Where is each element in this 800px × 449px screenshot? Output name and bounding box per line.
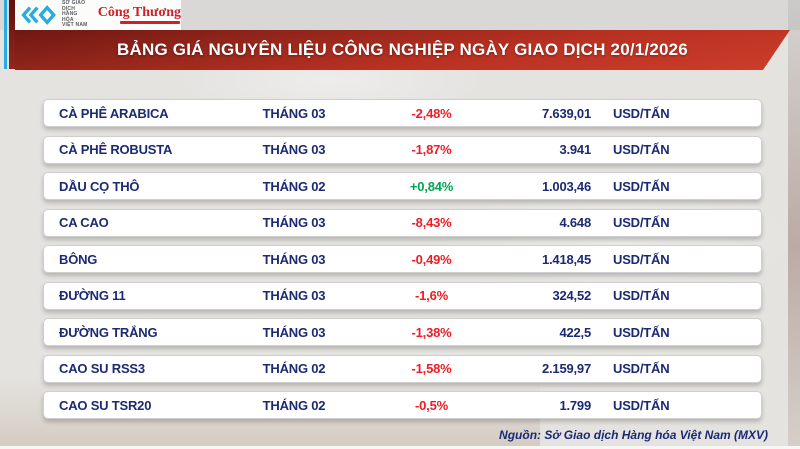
left-accent-stripe-maroon <box>9 0 15 69</box>
table-row: DẦU CỌ THÔ THÁNG 02 +0,84% 1.003,46 USD/… <box>43 172 762 200</box>
price-unit: USD/TẤN <box>613 251 670 267</box>
congthuong-logo-text: Công Thương <box>97 5 181 20</box>
commodity-name: CAO SU RSS3 <box>59 361 145 376</box>
table-row: ĐƯỜNG TRẮNG THÁNG 03 -1,38% 422,5 USD/TẤ… <box>43 318 762 346</box>
percent-change: -1,38% <box>411 324 452 340</box>
contract-month: THÁNG 02 <box>262 178 326 194</box>
commodity-name: CÀ PHÊ ROBUSTA <box>59 142 173 157</box>
price-value: 422,5 <box>559 324 591 340</box>
price-unit: USD/TẤN <box>613 324 670 340</box>
contract-month: THÁNG 03 <box>262 251 326 267</box>
percent-change: -0,5% <box>415 397 448 413</box>
price-value: 1.799 <box>559 397 591 413</box>
mxv-logo-icon <box>21 5 56 25</box>
table-row: ĐƯỜNG 11 THÁNG 03 -1,6% 324,52 USD/TẤN <box>43 281 762 310</box>
table-row: CAO SU TSR20 THÁNG 02 -0,5% 1.799 USD/TẤ… <box>43 391 762 419</box>
contract-month: THÁNG 02 <box>262 397 326 413</box>
price-value: 1.418,45 <box>541 251 591 267</box>
price-table: CÀ PHÊ ARABICA THÁNG 03 -2,48% 7.639,01 … <box>43 99 762 419</box>
contract-month: THÁNG 02 <box>262 361 326 376</box>
commodity-name: CAO SU TSR20 <box>59 397 152 413</box>
price-value: 324,52 <box>552 288 591 303</box>
percent-change: -1,58% <box>411 361 452 376</box>
price-value: 7.639,01 <box>541 105 591 121</box>
background-bottom-strip <box>0 446 800 449</box>
commodity-name: ĐƯỜNG TRẮNG <box>59 324 158 340</box>
table-row: CÀ PHÊ ARABICA THÁNG 03 -2,48% 7.639,01 … <box>43 99 762 127</box>
commodity-name: CA CAO <box>59 215 109 230</box>
contract-month: THÁNG 03 <box>262 324 326 340</box>
left-accent-stripe-blue <box>4 0 7 69</box>
commodity-name: ĐƯỜNG 11 <box>59 288 126 303</box>
title-banner: BẢNG GIÁ NGUYÊN LIỆU CÔNG NGHIỆP NGÀY GI… <box>15 30 790 70</box>
price-value: 4.648 <box>559 215 591 230</box>
source-note: Nguồn: Sở Giao dịch Hàng hóa Việt Nam (M… <box>499 428 768 442</box>
commodity-name: CÀ PHÊ ARABICA <box>59 105 169 121</box>
contract-month: THÁNG 03 <box>262 288 326 303</box>
price-unit: USD/TẤN <box>613 288 670 303</box>
mxv-org-line: HÀNG HÓA <box>62 11 78 23</box>
congthuong-logo-tagline-bar <box>119 21 180 24</box>
table-row: CAO SU RSS3 THÁNG 02 -1,58% 2.159,97 USD… <box>43 354 762 383</box>
commodity-name: DẦU CỌ THÔ <box>59 178 140 194</box>
price-unit: USD/TẤN <box>613 361 670 376</box>
percent-change: -2,48% <box>411 105 452 121</box>
price-value: 1.003,46 <box>541 178 591 194</box>
price-value: 3.941 <box>559 142 591 157</box>
price-unit: USD/TẤN <box>613 105 670 121</box>
table-row: CÀ PHÊ ROBUSTA THÁNG 03 -1,87% 3.941 USD… <box>43 135 762 164</box>
price-unit: USD/TẤN <box>613 178 670 194</box>
header-logo-plate: SỞ GIAO DỊCH HÀNG HÓA VIỆT NAM Công Thươ… <box>15 0 181 30</box>
percent-change: -8,43% <box>411 215 452 230</box>
contract-month: THÁNG 03 <box>262 142 326 157</box>
percent-change: -1,6% <box>415 288 448 303</box>
contract-month: THÁNG 03 <box>262 105 326 121</box>
table-row: BÔNG THÁNG 03 -0,49% 1.418,45 USD/TẤN <box>43 245 762 273</box>
congthuong-logo: Công Thương <box>98 6 181 24</box>
table-row: CA CAO THÁNG 03 -8,43% 4.648 USD/TẤN <box>43 208 762 237</box>
mxv-org-line: VIỆT NAM <box>62 22 88 29</box>
price-unit: USD/TẤN <box>613 142 670 157</box>
contract-month: THÁNG 03 <box>262 215 326 230</box>
price-unit: USD/TẤN <box>613 215 670 230</box>
percent-change: -1,87% <box>411 142 452 157</box>
mxv-org-name: SỞ GIAO DỊCH HÀNG HÓA VIỆT NAM <box>62 1 91 28</box>
price-value: 2.159,97 <box>541 361 591 376</box>
commodity-name: BÔNG <box>59 251 98 267</box>
background-right-photo-edge <box>788 0 800 449</box>
page-title: BẢNG GIÁ NGUYÊN LIỆU CÔNG NGHIỆP NGÀY GI… <box>117 40 688 59</box>
percent-change: -0,49% <box>411 251 452 267</box>
percent-change: +0,84% <box>409 178 454 194</box>
mxv-org-line: SỞ GIAO DỊCH <box>62 0 86 12</box>
price-unit: USD/TẤN <box>613 397 670 413</box>
